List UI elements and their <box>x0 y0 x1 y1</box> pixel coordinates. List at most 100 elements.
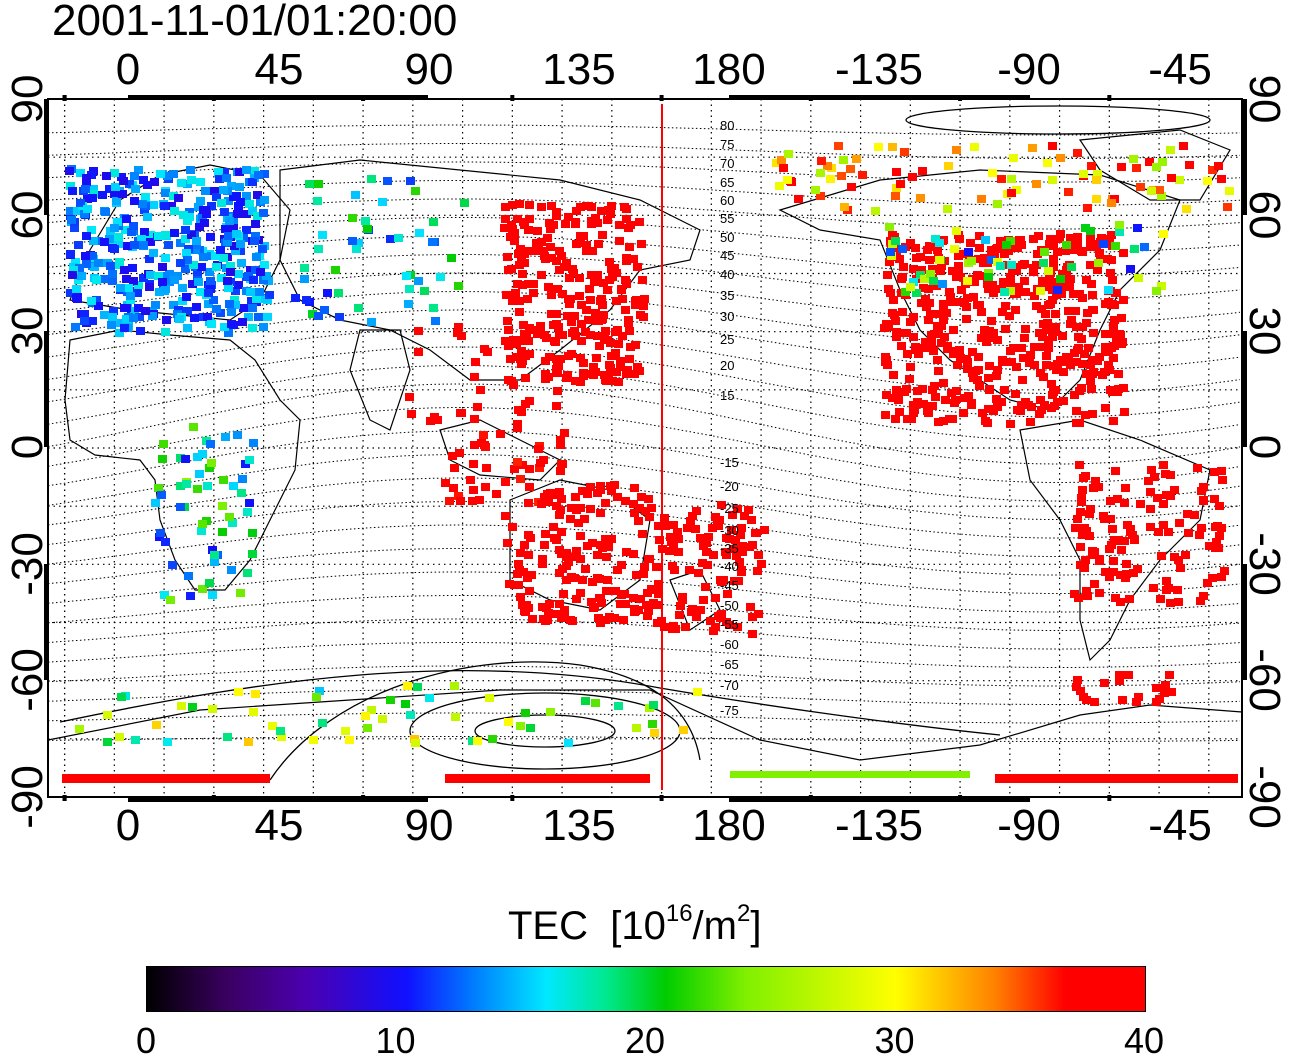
tec-cell <box>510 581 519 589</box>
tec-cell <box>555 600 564 608</box>
tec-cell <box>1159 521 1168 529</box>
tec-cell <box>614 340 623 348</box>
tec-cell <box>228 519 237 527</box>
tec-cell <box>626 221 635 229</box>
tec-cell <box>998 356 1007 364</box>
tec-cell <box>524 280 533 288</box>
tec-cell <box>1106 269 1115 277</box>
tec-cell <box>1077 335 1086 343</box>
tec-cell <box>572 547 581 555</box>
tec-cell <box>471 358 480 366</box>
tec-cell <box>968 348 977 356</box>
tec-cell <box>127 228 136 236</box>
tec-cell <box>924 409 933 417</box>
tec-cell <box>522 332 531 340</box>
tec-cell <box>640 295 649 303</box>
magnetic-contour <box>48 501 1241 557</box>
tec-cell <box>555 247 564 255</box>
tec-cell <box>753 567 762 575</box>
tec-cell <box>636 595 645 603</box>
tec-cell <box>537 500 546 508</box>
tec-cell <box>1084 344 1093 352</box>
tec-cell <box>939 316 948 324</box>
tec-cell <box>595 575 604 583</box>
tec-cell <box>576 555 585 563</box>
tec-cell <box>1034 232 1043 240</box>
tec-cell <box>997 398 1006 406</box>
tec-cell <box>176 503 185 511</box>
lat-tick-label: -60 <box>1240 648 1289 712</box>
tec-cell <box>315 687 324 695</box>
tec-cell <box>220 168 229 176</box>
tec-cell <box>950 245 959 253</box>
tec-cell <box>503 253 512 261</box>
tec-cell <box>87 297 96 305</box>
tec-cell <box>92 296 101 304</box>
tec-cell <box>643 612 652 620</box>
tec-cell <box>227 566 236 574</box>
tec-cell <box>590 278 599 286</box>
tec-cell <box>644 495 653 503</box>
tec-cell <box>367 318 376 326</box>
tec-cell <box>175 315 184 323</box>
tec-cell <box>160 272 169 280</box>
tec-cell <box>1123 521 1132 529</box>
tec-cell <box>984 273 993 281</box>
tec-cell <box>1078 248 1087 256</box>
tec-cell <box>514 560 523 568</box>
tec-cell <box>189 261 198 269</box>
tec-cell <box>447 254 456 262</box>
tec-cell <box>888 394 897 402</box>
tec-cell <box>508 201 517 209</box>
tec-cell <box>1104 298 1113 306</box>
tec-cell <box>1015 236 1024 244</box>
tec-cell <box>969 293 978 301</box>
tec-cell <box>206 233 215 241</box>
tec-cell <box>501 337 510 345</box>
tec-cell <box>223 733 232 741</box>
tec-cell <box>816 192 825 200</box>
tec-cell <box>625 243 634 251</box>
tec-cell <box>1115 677 1124 685</box>
tec-cell <box>1152 163 1161 171</box>
tec-cell <box>632 724 641 732</box>
tec-cell <box>1220 567 1229 575</box>
tec-cell <box>1213 522 1222 530</box>
tec-cell <box>581 697 590 705</box>
tec-cell <box>556 441 565 449</box>
tec-cell <box>928 386 937 394</box>
tec-cell <box>702 548 711 556</box>
tec-cell <box>323 289 332 297</box>
tec-cell <box>217 274 226 282</box>
tec-cell <box>722 534 731 542</box>
tec-cell <box>481 483 490 491</box>
tec-cell <box>169 170 178 178</box>
tec-cell <box>611 587 620 595</box>
tec-cell <box>250 237 259 245</box>
tec-cell <box>249 708 258 716</box>
tec-cell <box>503 539 512 547</box>
magnetic-contour <box>48 430 1241 502</box>
tec-cell <box>236 198 245 206</box>
tec-cell <box>187 231 196 239</box>
tec-cell <box>151 301 160 309</box>
tec-cell <box>735 558 744 566</box>
tec-cell <box>629 255 638 263</box>
tec-cell <box>211 252 220 260</box>
tec-cell <box>775 182 784 190</box>
tec-cell <box>249 439 258 447</box>
tec-cell <box>1111 594 1120 602</box>
tec-cell <box>454 282 463 290</box>
tec-cell <box>234 688 243 696</box>
tec-cell <box>154 272 163 280</box>
tec-cell <box>263 313 272 321</box>
tec-cell <box>518 337 527 345</box>
tec-cell <box>630 509 639 517</box>
tec-cell <box>730 577 739 585</box>
tec-cell <box>488 735 497 743</box>
tec-cell <box>210 187 219 195</box>
tec-cell <box>100 311 109 319</box>
tec-cell <box>513 215 522 223</box>
colorbar-tick-label: 20 <box>624 1020 666 1061</box>
tec-cell <box>219 476 228 484</box>
